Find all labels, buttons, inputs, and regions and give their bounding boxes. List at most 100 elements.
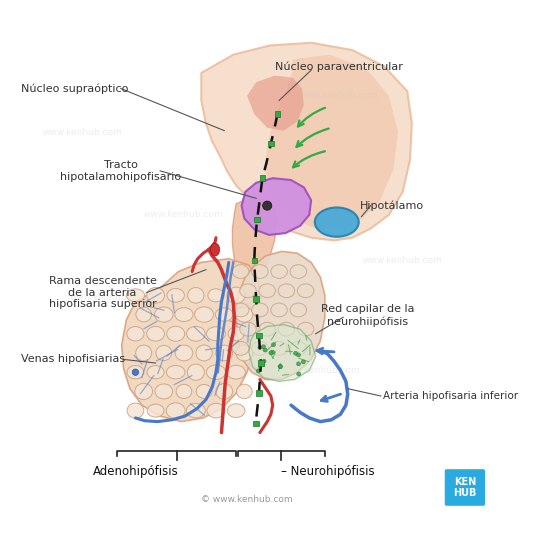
Bar [252, 258, 257, 263]
Text: Hipotálamo: Hipotálamo [360, 200, 424, 211]
Text: www.kenhub.com: www.kenhub.com [70, 293, 150, 302]
Ellipse shape [236, 307, 253, 322]
Ellipse shape [315, 207, 359, 237]
Circle shape [271, 343, 276, 347]
Ellipse shape [278, 284, 295, 297]
Polygon shape [265, 55, 398, 229]
Ellipse shape [216, 384, 232, 399]
Text: www.kenhub.com: www.kenhub.com [280, 366, 360, 375]
Ellipse shape [211, 243, 220, 256]
Ellipse shape [155, 384, 173, 399]
Bar [254, 296, 259, 302]
Ellipse shape [236, 345, 253, 361]
Ellipse shape [252, 303, 268, 317]
Circle shape [262, 345, 265, 349]
Ellipse shape [175, 345, 193, 361]
Text: www.kenhub.com: www.kenhub.com [298, 91, 378, 100]
Text: Adenohipófisis: Adenohipófisis [93, 465, 179, 478]
Circle shape [263, 348, 267, 352]
Circle shape [132, 369, 139, 375]
Bar [256, 333, 262, 338]
Text: Tracto
hipotalamohipofisario: Tracto hipotalamohipofisario [60, 160, 181, 182]
Ellipse shape [228, 327, 244, 341]
Ellipse shape [297, 322, 314, 336]
Ellipse shape [196, 345, 212, 361]
Text: Arteria hipofisaria inferior: Arteria hipofisaria inferior [383, 391, 518, 401]
Ellipse shape [232, 303, 249, 317]
Ellipse shape [206, 365, 225, 379]
Polygon shape [122, 259, 261, 422]
Text: www.kenhub.com: www.kenhub.com [363, 256, 442, 265]
Circle shape [263, 201, 272, 210]
Ellipse shape [237, 384, 252, 399]
Text: Rama descendente
de la arteria
hipofisaria superior: Rama descendente de la arteria hipofisar… [49, 276, 156, 309]
Ellipse shape [290, 342, 306, 356]
Ellipse shape [290, 303, 306, 317]
Circle shape [256, 369, 261, 373]
Polygon shape [232, 198, 277, 281]
Ellipse shape [167, 326, 184, 341]
Ellipse shape [127, 327, 144, 341]
Circle shape [278, 365, 282, 368]
Text: Venas hipofisiarias: Venas hipofisiarias [21, 354, 125, 365]
Bar [254, 421, 259, 426]
Text: KEN
HUB: KEN HUB [453, 477, 477, 498]
Circle shape [296, 353, 301, 357]
Ellipse shape [215, 308, 233, 321]
Ellipse shape [175, 308, 193, 321]
Bar [258, 360, 263, 366]
Ellipse shape [147, 404, 164, 417]
Ellipse shape [167, 288, 184, 302]
Text: Red capilar de la
neurohiipófisis: Red capilar de la neurohiipófisis [321, 304, 415, 327]
Ellipse shape [127, 403, 144, 418]
Ellipse shape [188, 364, 204, 381]
Ellipse shape [232, 342, 249, 356]
Ellipse shape [195, 307, 214, 322]
Bar [256, 391, 262, 396]
Ellipse shape [259, 322, 276, 336]
Ellipse shape [208, 289, 224, 302]
Ellipse shape [166, 366, 185, 379]
Ellipse shape [206, 327, 225, 341]
Text: – Neurohipófisis: – Neurohipófisis [281, 465, 375, 478]
Circle shape [279, 365, 282, 369]
Ellipse shape [290, 265, 306, 278]
Polygon shape [247, 76, 304, 131]
Circle shape [297, 372, 301, 376]
Ellipse shape [176, 384, 192, 399]
Polygon shape [236, 252, 325, 379]
Ellipse shape [227, 287, 245, 303]
Ellipse shape [188, 287, 204, 303]
Polygon shape [241, 178, 311, 235]
Ellipse shape [187, 403, 205, 418]
Ellipse shape [156, 345, 172, 360]
Bar [260, 175, 265, 181]
Ellipse shape [240, 284, 256, 297]
Circle shape [258, 345, 262, 349]
Ellipse shape [278, 322, 295, 336]
Text: www.kenhub.com: www.kenhub.com [143, 211, 223, 219]
Ellipse shape [147, 287, 165, 303]
Bar [274, 111, 280, 117]
Circle shape [269, 351, 273, 355]
Text: www.kenhub.com: www.kenhub.com [43, 128, 122, 137]
Ellipse shape [136, 345, 152, 361]
Ellipse shape [227, 365, 245, 379]
Ellipse shape [271, 303, 287, 317]
Ellipse shape [166, 403, 185, 418]
Ellipse shape [240, 322, 256, 336]
Circle shape [294, 351, 297, 356]
Ellipse shape [271, 265, 287, 278]
Circle shape [296, 362, 301, 366]
Circle shape [262, 359, 266, 363]
Text: © www.kenhub.com: © www.kenhub.com [201, 495, 293, 504]
Ellipse shape [147, 366, 164, 379]
Circle shape [271, 350, 274, 354]
Bar [254, 216, 260, 222]
Ellipse shape [259, 284, 276, 297]
Ellipse shape [207, 403, 225, 418]
Text: Núcleo supraóptico: Núcleo supraóptico [21, 83, 129, 94]
Circle shape [301, 360, 305, 364]
Ellipse shape [271, 342, 287, 356]
FancyBboxPatch shape [445, 469, 485, 506]
